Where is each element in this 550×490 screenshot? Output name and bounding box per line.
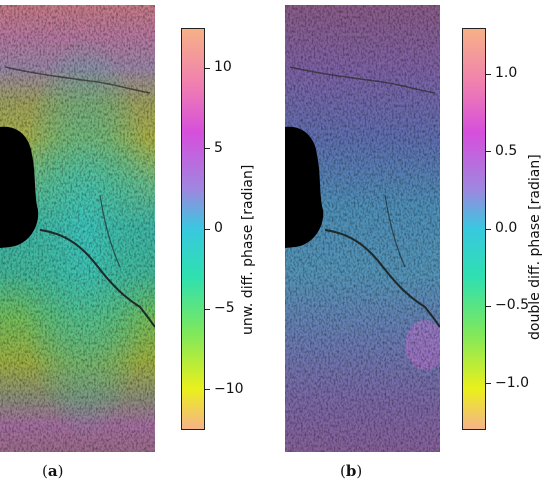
tick-label: 0.0: [495, 220, 518, 236]
tick-mark: [205, 67, 210, 69]
colorbar-a-label: unw. diff. phase [radian]: [240, 164, 256, 335]
tick-label: 0.5: [495, 142, 518, 159]
tick-label: −0.5: [495, 297, 529, 314]
tick-label: −10: [214, 380, 244, 397]
caption-b-letter: b: [345, 462, 357, 480]
tick-mark: [486, 151, 491, 153]
caption-b: (b): [340, 462, 363, 480]
tick-mark: [486, 228, 491, 230]
caption-a-letter: a: [47, 462, 58, 480]
double-diff-phase-image: [285, 5, 440, 452]
caption-a: (a): [42, 462, 64, 480]
tick-mark: [486, 305, 491, 307]
tick-label: 1.0: [495, 65, 518, 82]
tick-label: 10: [214, 59, 232, 76]
tick-mark: [205, 389, 210, 391]
tick-mark: [205, 228, 210, 230]
tick-label: −1.0: [495, 374, 529, 391]
colorbar-b: [462, 28, 486, 430]
unwrapped-phase-map: [0, 5, 155, 452]
tick-mark: [205, 148, 210, 150]
colorbar-a: [181, 28, 205, 430]
tick-label: 0: [214, 220, 223, 236]
tick-label: 5: [214, 139, 223, 156]
unwrapped-phase-image: [0, 5, 155, 452]
double-diff-phase-map: [285, 5, 440, 452]
tick-mark: [205, 308, 210, 310]
tick-mark: [486, 383, 491, 385]
tick-mark: [486, 73, 491, 75]
colorbar-b-label: double diff. phase [radian]: [527, 154, 543, 340]
tick-label: −5: [214, 300, 235, 317]
